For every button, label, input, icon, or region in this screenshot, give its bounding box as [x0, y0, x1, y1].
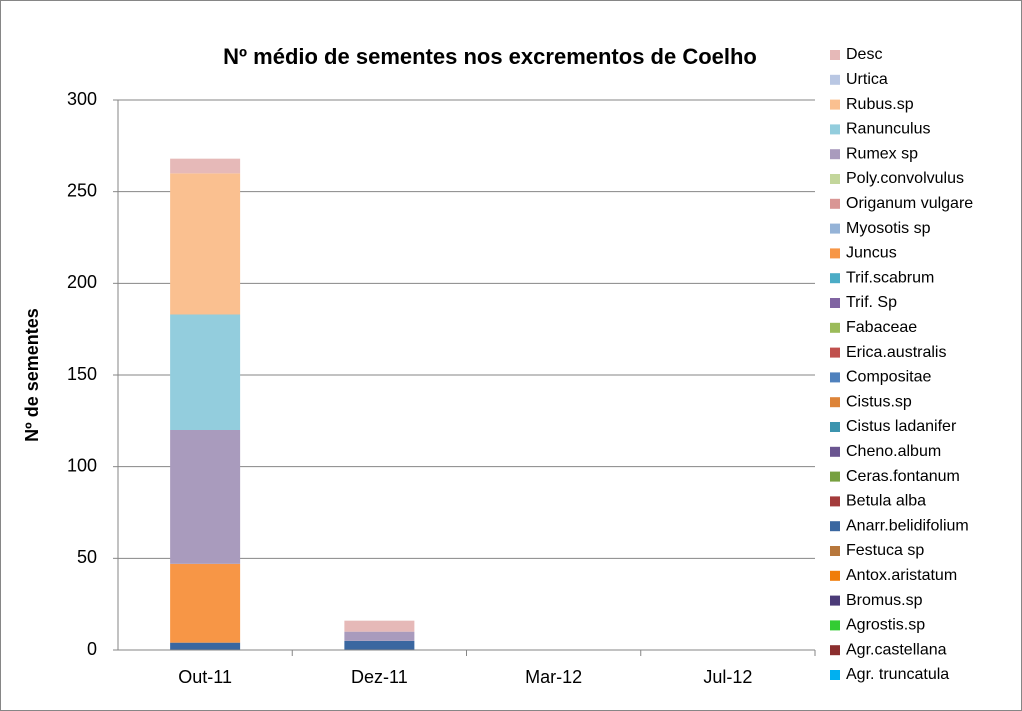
- legend-label: Urtica: [846, 71, 888, 88]
- legend-swatch: [830, 174, 840, 184]
- legend-swatch: [830, 248, 840, 259]
- legend-swatch: [830, 620, 840, 631]
- legend-swatch: [830, 74, 840, 85]
- bar-segment: [344, 620, 415, 632]
- legend-swatch: [830, 124, 840, 135]
- legend-swatch: [830, 298, 840, 308]
- bar-segment: [170, 430, 241, 564]
- legend-label: Juncus: [846, 245, 897, 262]
- legend-label: Myosotis sp: [846, 220, 931, 237]
- legend-swatch: [830, 471, 840, 482]
- y-tick-label: 100: [67, 455, 97, 475]
- legend-swatch: [830, 595, 840, 606]
- legend-label: Agr. truncatula: [846, 666, 949, 683]
- legend-swatch: [830, 570, 840, 581]
- legend-label: Betula alba: [846, 493, 926, 510]
- legend-swatch: [830, 322, 840, 333]
- y-axis-label: Nº de sementes: [22, 308, 42, 442]
- legend-label: Festuca sp: [846, 542, 924, 559]
- legend-label: Ceras.fontanum: [846, 468, 960, 485]
- x-tick-label: Dez-11: [351, 667, 408, 687]
- y-tick-label: 150: [67, 364, 97, 384]
- legend-label: Trif. Sp: [846, 294, 897, 311]
- legend-label: Erica.australis: [846, 344, 946, 361]
- y-tick-label: 200: [67, 272, 97, 292]
- legend-swatch: [830, 546, 840, 556]
- legend-label: Anarr.belidifolium: [846, 517, 969, 534]
- bar-segment: [170, 563, 241, 643]
- legend-swatch: [830, 670, 840, 680]
- bar-segment: [170, 173, 241, 315]
- bar-segment: [170, 642, 241, 650]
- legend-swatch: [830, 223, 840, 234]
- legend-label: Ranunculus: [846, 121, 931, 138]
- legend-label: Rubus.sp: [846, 96, 914, 113]
- y-tick-label: 300: [67, 89, 97, 109]
- legend-label: Cistus.sp: [846, 393, 912, 410]
- legend-label: Fabaceae: [846, 319, 917, 336]
- legend-label: Bromus.sp: [846, 592, 923, 609]
- legend-label: Cistus ladanifer: [846, 418, 957, 435]
- legend-swatch: [830, 50, 840, 60]
- legend-label: Antox.aristatum: [846, 567, 957, 584]
- legend-swatch: [830, 397, 840, 408]
- legend-swatch: [830, 347, 840, 358]
- legend-swatch: [830, 645, 840, 656]
- bar-segment: [170, 314, 241, 430]
- x-tick-label: Jul-12: [703, 667, 752, 687]
- legend-label: Trif.scabrum: [846, 269, 934, 286]
- legend-label: Cheno.album: [846, 443, 941, 460]
- legend-label: Agrostis.sp: [846, 617, 925, 634]
- legend-swatch: [830, 198, 840, 209]
- legend-swatch: [830, 422, 840, 432]
- chart-title: Nº médio de sementes nos excrementos de …: [223, 44, 757, 69]
- legend-label: Agr.castellana: [846, 641, 947, 658]
- legend-label: Poly.convolvulus: [846, 170, 964, 187]
- legend-swatch: [830, 372, 840, 383]
- y-tick-label: 0: [87, 639, 97, 659]
- legend-swatch: [830, 99, 840, 110]
- x-tick-label: Out-11: [178, 667, 232, 687]
- legend-swatch: [830, 521, 840, 532]
- legend-label: Desc: [846, 46, 882, 63]
- legend-swatch: [830, 496, 840, 507]
- y-tick-label: 250: [67, 180, 97, 200]
- y-tick-label: 50: [77, 547, 97, 567]
- bar-segment: [344, 631, 415, 641]
- legend-label: Origanum vulgare: [846, 195, 973, 212]
- x-tick-label: Mar-12: [525, 667, 582, 687]
- legend-label: Rumex sp: [846, 145, 918, 162]
- legend-label: Compositae: [846, 369, 931, 386]
- bar-segment: [170, 158, 241, 174]
- legend-swatch: [830, 149, 840, 160]
- legend-swatch: [830, 273, 840, 284]
- bar-segment: [344, 640, 415, 650]
- legend-swatch: [830, 446, 840, 457]
